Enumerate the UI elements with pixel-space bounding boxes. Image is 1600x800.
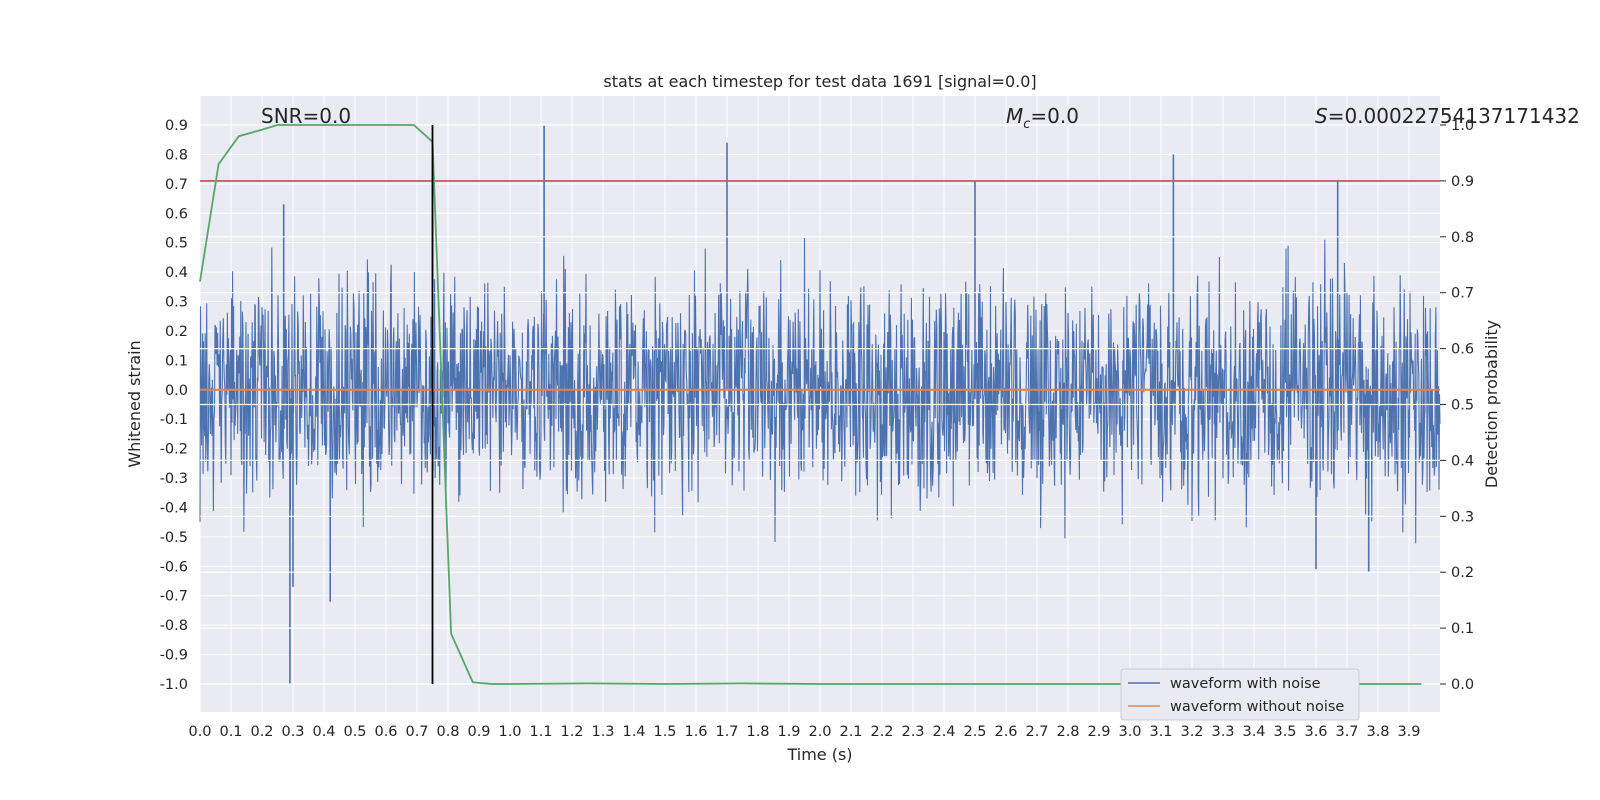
y2-tick-label: 0.5 xyxy=(1451,398,1474,414)
y-tick-label: 0.9 xyxy=(165,118,188,134)
y-tick-label: 0.6 xyxy=(165,206,188,222)
legend-label-clean: waveform without noise xyxy=(1170,699,1344,715)
x-tick-label: 0.4 xyxy=(312,724,335,740)
y-tick-label: 0.4 xyxy=(165,265,188,281)
x-tick-label: 3.6 xyxy=(1304,724,1327,740)
y2-tick-label: 1.0 xyxy=(1451,118,1474,134)
s-value: =0.00022754137171432 xyxy=(1328,104,1580,128)
s-annotation: S=0.00022754137171432 xyxy=(1315,104,1580,128)
y2-tick-label: 0.4 xyxy=(1451,453,1474,469)
x-tick-label: 0.1 xyxy=(219,724,242,740)
y-tick-label: -0.8 xyxy=(160,618,188,634)
x-tick-label: 2.9 xyxy=(1087,724,1110,740)
x-tick-label: 0.3 xyxy=(281,724,304,740)
y-tick-label: 0.1 xyxy=(165,353,188,369)
x-tick-label: 3.2 xyxy=(1180,724,1203,740)
snr-annotation: SNR=0.0 xyxy=(261,104,351,128)
x-tick-label: 2.8 xyxy=(1056,724,1079,740)
mc-annotation: Mc=0.0 xyxy=(1006,104,1079,132)
x-tick-label: 3.5 xyxy=(1273,724,1296,740)
y2-tick-label: 0.7 xyxy=(1451,286,1474,302)
x-tick-label: 2.0 xyxy=(808,724,831,740)
y-tick-label: 0.8 xyxy=(165,147,188,163)
y-tick-label: -0.4 xyxy=(160,500,188,516)
x-tick-label: 3.4 xyxy=(1242,724,1265,740)
s-symbol: S xyxy=(1315,104,1328,128)
x-tick-label: 1.9 xyxy=(777,724,800,740)
x-tick-label: 0.9 xyxy=(467,724,490,740)
x-tick-labels: 0.0 0.1 0.2 0.3 0.4 0.5 0.6 0.7 0.8 0.9 1.0 1.1 1.2 1… xyxy=(188,724,1420,740)
y-tick-label: -1.0 xyxy=(160,677,188,693)
y2-axis-label: Detection probability xyxy=(1482,320,1501,488)
y-tick-label: 0.0 xyxy=(165,383,188,399)
y-tick-label: -0.3 xyxy=(160,471,188,487)
mc-value: =0.0 xyxy=(1030,104,1079,128)
x-tick-label: 3.7 xyxy=(1335,724,1358,740)
chart-marks xyxy=(199,124,1441,685)
x-tick-label: 3.8 xyxy=(1366,724,1389,740)
x-tick-label: 1.2 xyxy=(560,724,583,740)
x-tick-label: 2.6 xyxy=(994,724,1017,740)
legend-box xyxy=(1120,668,1360,721)
y-tick-label: -0.9 xyxy=(160,648,188,664)
x-tick-label: 1.8 xyxy=(746,724,769,740)
x-tick-label: 2.2 xyxy=(870,724,893,740)
x-tick-label: 2.7 xyxy=(1025,724,1048,740)
x-tick-label: 0.7 xyxy=(405,724,428,740)
y-tick-label: -0.6 xyxy=(160,559,188,575)
y-axis-label: Whitened strain xyxy=(125,340,144,467)
x-tick-label: 0.6 xyxy=(374,724,397,740)
y-tick-labels: 0.9 0.8 0.7 0.6 0.5 0.4 0.3 0.2 0.1 0.0 -0.1 -0.2 -0… xyxy=(160,118,188,693)
legend-label-noise: waveform with noise xyxy=(1170,676,1321,692)
y-tick-label: 0.5 xyxy=(165,236,188,252)
x-tick-label: 1.0 xyxy=(498,724,521,740)
x-tick-label: 3.3 xyxy=(1211,724,1234,740)
x-tick-label: 0.0 xyxy=(188,724,211,740)
x-tick-label: 2.1 xyxy=(839,724,862,740)
y2-tick-label: 0.6 xyxy=(1451,342,1474,358)
x-tick-label: 1.7 xyxy=(715,724,738,740)
x-tick-label: 1.6 xyxy=(684,724,707,740)
y-tick-label: -0.1 xyxy=(160,412,188,428)
x-tick-label: 1.3 xyxy=(591,724,614,740)
x-tick-label: 0.2 xyxy=(250,724,273,740)
x-tick-label: 0.8 xyxy=(436,724,459,740)
y-tick-label: 0.3 xyxy=(165,295,188,311)
x-tick-label: 1.5 xyxy=(653,724,676,740)
y-tick-label: 0.7 xyxy=(165,177,188,193)
legend: waveform with noise waveform without noi… xyxy=(1120,668,1360,721)
y2-tick-label: 0.3 xyxy=(1451,509,1474,525)
y2-tick-label: 0.9 xyxy=(1451,174,1474,190)
y-tick-label: 0.2 xyxy=(165,324,188,340)
mc-symbol: M xyxy=(1006,104,1023,128)
waveform-with-noise-line xyxy=(199,237,1441,544)
x-tick-label: 2.4 xyxy=(932,724,955,740)
y-tick-label: -0.2 xyxy=(160,442,188,458)
chart-title: stats at each timestep for test data 169… xyxy=(603,72,1036,91)
y2-tick-label: 0.8 xyxy=(1451,230,1474,246)
x-axis-label: Time (s) xyxy=(786,745,852,764)
y2-tick-labels: 1.0 0.9 0.8 0.7 0.6 0.5 0.4 0.3 0.2 0.1 0.0 xyxy=(1440,118,1474,693)
x-tick-label: 1.4 xyxy=(622,724,645,740)
mc-subscript: c xyxy=(1023,117,1030,132)
y-tick-label: -0.5 xyxy=(160,530,188,546)
x-tick-label: 1.1 xyxy=(529,724,552,740)
x-tick-label: 0.5 xyxy=(343,724,366,740)
y2-tick-label: 0.1 xyxy=(1451,621,1474,637)
x-tick-label: 3.1 xyxy=(1149,724,1172,740)
x-tick-label: 2.5 xyxy=(963,724,986,740)
x-tick-label: 3.9 xyxy=(1397,724,1420,740)
y-tick-label: -0.7 xyxy=(160,589,188,605)
x-tick-label: 2.3 xyxy=(901,724,924,740)
y2-tick-label: 0.0 xyxy=(1451,677,1474,693)
x-tick-label: 3.0 xyxy=(1118,724,1141,740)
y2-tick-label: 0.2 xyxy=(1451,565,1474,581)
